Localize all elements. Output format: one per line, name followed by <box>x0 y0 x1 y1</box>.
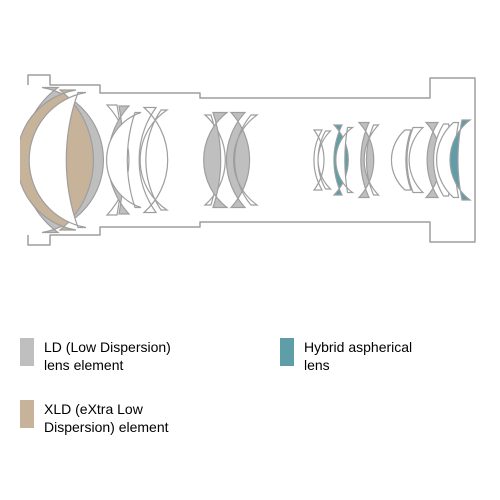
lens-diagram <box>20 60 480 260</box>
legend-label: LD (Low Dispersion)lens element <box>44 338 171 374</box>
lens-element <box>407 128 423 193</box>
lens-element <box>107 113 141 208</box>
lens-element <box>226 113 249 208</box>
legend-item: XLD (eXtra LowDispersion) element <box>20 400 169 436</box>
legend-label: Hybrid asphericallens <box>304 338 412 374</box>
legend: LD (Low Dispersion)lens element Hybrid as… <box>20 338 480 462</box>
legend-label: XLD (eXtra LowDispersion) element <box>44 400 169 436</box>
legend-swatch <box>20 338 34 366</box>
legend-swatch <box>20 400 34 428</box>
legend-item: Hybrid asphericallens <box>280 338 412 374</box>
legend-item: LD (Low Dispersion)lens element <box>20 338 171 374</box>
legend-swatch <box>280 338 294 366</box>
